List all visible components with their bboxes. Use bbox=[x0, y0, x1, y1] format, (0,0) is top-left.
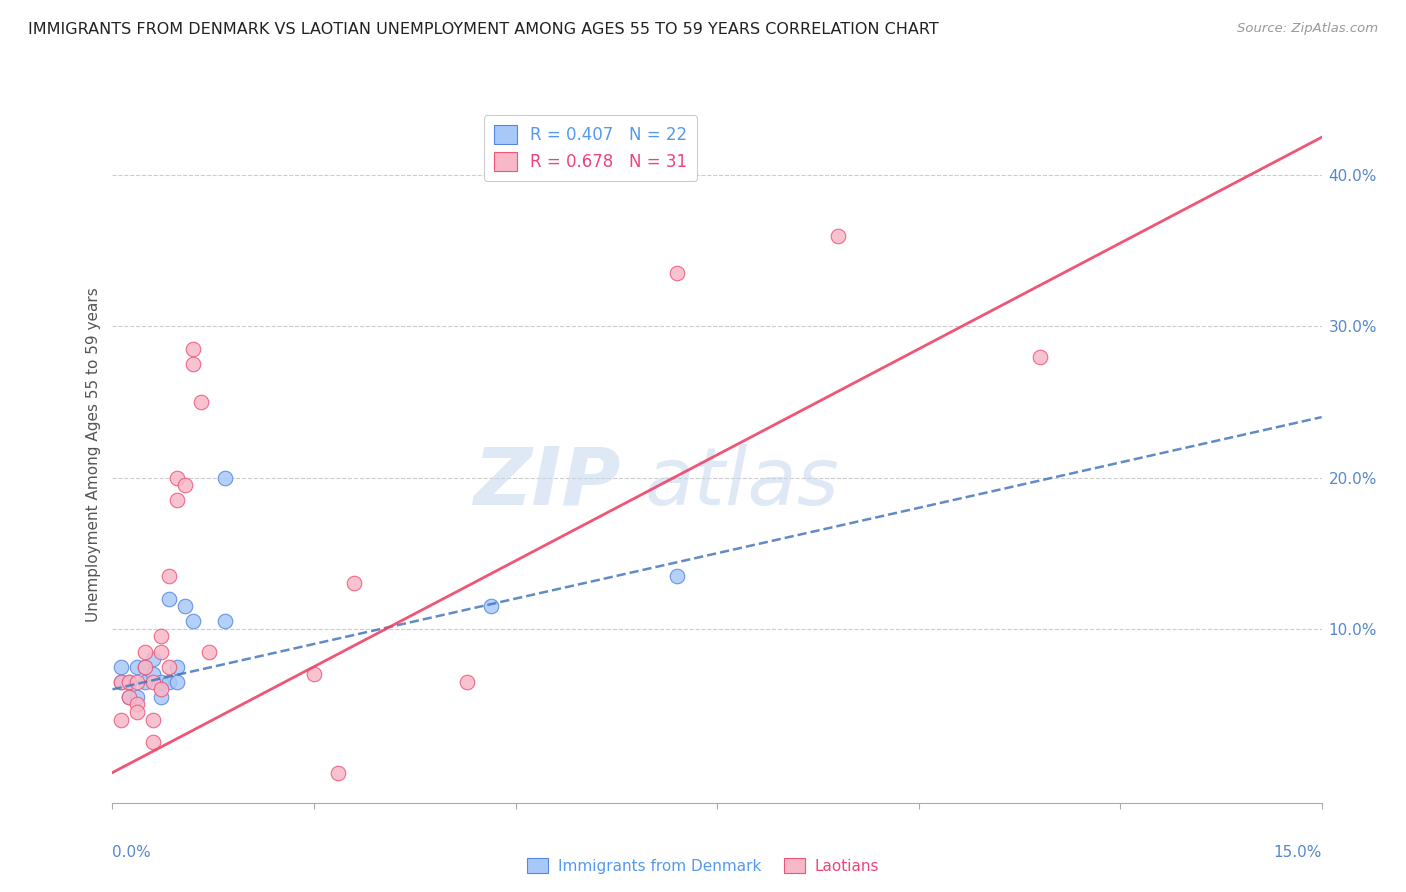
Text: Source: ZipAtlas.com: Source: ZipAtlas.com bbox=[1237, 22, 1378, 36]
Point bbox=[157, 591, 180, 606]
Text: ZIP: ZIP bbox=[472, 443, 620, 522]
Point bbox=[1028, 350, 1050, 364]
Point bbox=[149, 674, 172, 689]
Point bbox=[117, 674, 139, 689]
Y-axis label: Unemployment Among Ages 55 to 59 years: Unemployment Among Ages 55 to 59 years bbox=[86, 287, 101, 623]
Point bbox=[117, 690, 139, 704]
Point bbox=[134, 659, 156, 673]
Point bbox=[665, 569, 688, 583]
Point bbox=[125, 659, 148, 673]
Point bbox=[142, 713, 165, 727]
Point bbox=[134, 659, 156, 673]
Point bbox=[117, 690, 139, 704]
Text: 15.0%: 15.0% bbox=[1274, 845, 1322, 860]
Point bbox=[479, 599, 502, 614]
Point bbox=[343, 576, 366, 591]
Point bbox=[142, 667, 165, 681]
Point bbox=[142, 735, 165, 749]
Point bbox=[174, 599, 197, 614]
Point bbox=[125, 690, 148, 704]
Point bbox=[181, 357, 204, 371]
Point bbox=[328, 765, 350, 780]
Point bbox=[110, 659, 132, 673]
Point bbox=[134, 644, 156, 658]
Point bbox=[149, 644, 172, 658]
Point bbox=[110, 713, 132, 727]
Point bbox=[134, 674, 156, 689]
Text: atlas: atlas bbox=[644, 443, 839, 522]
Point bbox=[110, 674, 132, 689]
Point bbox=[125, 698, 148, 712]
Point bbox=[117, 674, 139, 689]
Point bbox=[125, 705, 148, 719]
Legend: Immigrants from Denmark, Laotians: Immigrants from Denmark, Laotians bbox=[522, 852, 884, 880]
Point bbox=[157, 659, 180, 673]
Point bbox=[142, 652, 165, 666]
Point bbox=[198, 644, 221, 658]
Point bbox=[110, 674, 132, 689]
Point bbox=[142, 674, 165, 689]
Legend: R = 0.407   N = 22, R = 0.678   N = 31: R = 0.407 N = 22, R = 0.678 N = 31 bbox=[484, 115, 697, 181]
Point bbox=[166, 674, 188, 689]
Point bbox=[302, 667, 325, 681]
Point bbox=[214, 615, 236, 629]
Point bbox=[174, 478, 197, 492]
Text: 0.0%: 0.0% bbox=[112, 845, 152, 860]
Point bbox=[181, 615, 204, 629]
Text: IMMIGRANTS FROM DENMARK VS LAOTIAN UNEMPLOYMENT AMONG AGES 55 TO 59 YEARS CORREL: IMMIGRANTS FROM DENMARK VS LAOTIAN UNEMP… bbox=[28, 22, 939, 37]
Point bbox=[149, 629, 172, 643]
Point bbox=[166, 493, 188, 508]
Point bbox=[166, 470, 188, 484]
Point bbox=[181, 342, 204, 356]
Point bbox=[214, 470, 236, 484]
Point bbox=[149, 682, 172, 697]
Point bbox=[125, 674, 148, 689]
Point bbox=[827, 228, 849, 243]
Point bbox=[157, 569, 180, 583]
Point bbox=[665, 267, 688, 281]
Point bbox=[149, 690, 172, 704]
Point bbox=[190, 395, 212, 409]
Point bbox=[166, 659, 188, 673]
Point bbox=[456, 674, 478, 689]
Point bbox=[157, 674, 180, 689]
